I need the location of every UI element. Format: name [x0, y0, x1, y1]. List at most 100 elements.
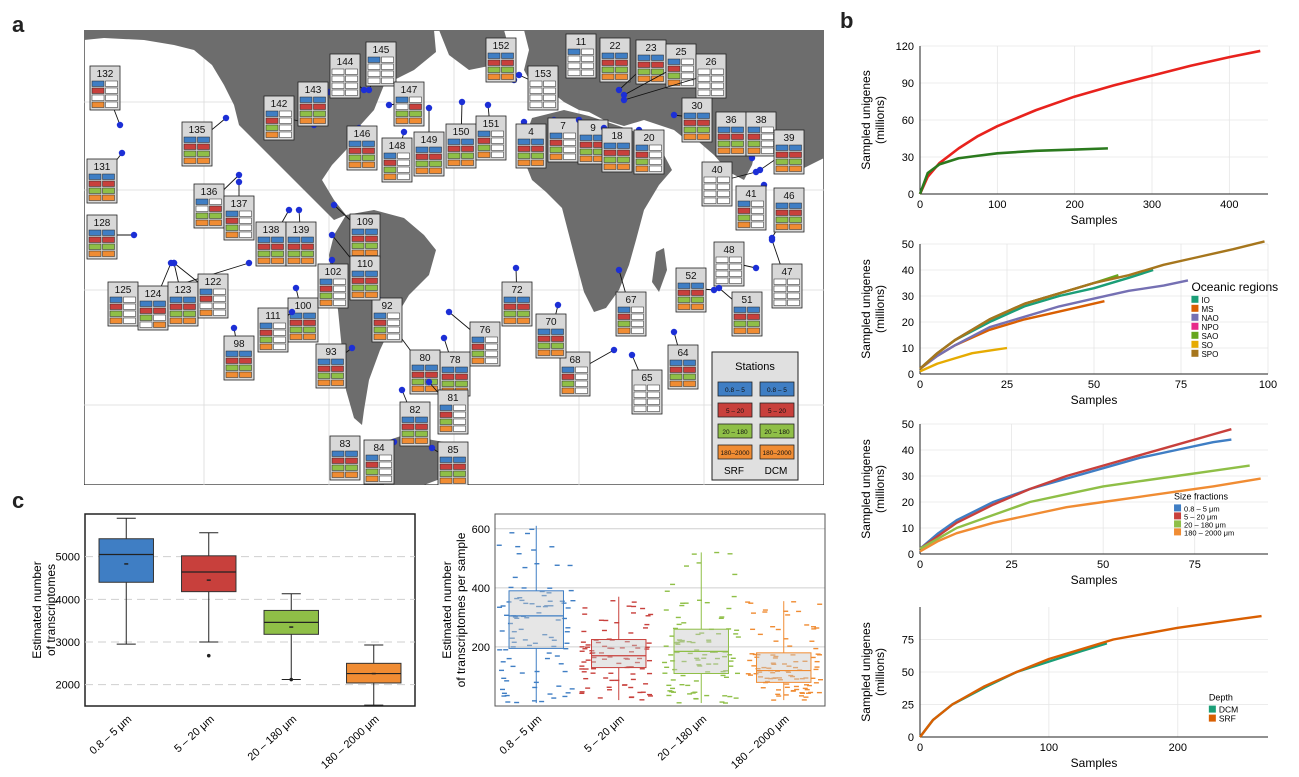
- legend-swatch-3-0: [717, 444, 753, 460]
- station-dot: [288, 308, 296, 316]
- y-tick-label: 40: [902, 265, 914, 277]
- station-label: 72: [511, 285, 523, 296]
- legend-swatch-0-0: [717, 381, 753, 397]
- stations-legend: Stations 0.8 – 5 0.8 – 5 5 – 20 5 – 20 20 – …: [711, 351, 799, 481]
- legend-swatch-label: 20 – 180: [722, 429, 748, 436]
- station-65: 65: [628, 351, 663, 415]
- x-tick-label: 100: [1040, 742, 1058, 754]
- legend-title: Size fractions: [1174, 491, 1229, 501]
- series-line-2: [919, 279, 1189, 370]
- station-dot: [610, 346, 618, 354]
- box-body: [98, 538, 154, 583]
- station-label: 153: [535, 69, 552, 80]
- station-label: 41: [745, 189, 757, 200]
- station-markers: 132 131 128 125 124 123 122 135 136 137 138 139 142 1…: [86, 33, 805, 485]
- station-label: 142: [271, 99, 288, 110]
- station-143: 143: [297, 81, 333, 127]
- legend-swatch: [1191, 349, 1199, 357]
- station-label: 139: [293, 225, 310, 236]
- panel-label-a: a: [12, 12, 25, 37]
- station-111: 111: [257, 307, 296, 353]
- series-line-6: [919, 240, 1265, 370]
- station-label: 83: [339, 439, 351, 450]
- station-92: 92: [371, 296, 403, 343]
- station-36: 36: [715, 111, 748, 157]
- x-axis-label: Samples: [1071, 756, 1118, 770]
- station-label: 76: [479, 325, 491, 336]
- station-label: 23: [645, 43, 657, 54]
- station-109: 109: [330, 201, 381, 259]
- station-label: 22: [609, 41, 621, 52]
- station-label: 98: [233, 339, 245, 350]
- box-1: [579, 596, 654, 701]
- station-76: 76: [445, 308, 501, 367]
- legend-swatch: [1208, 705, 1216, 713]
- station-dot: [715, 284, 723, 292]
- y-tick-label: 60: [902, 115, 914, 127]
- legend-entry: SRF: [1219, 714, 1236, 724]
- station-dot: [710, 286, 718, 294]
- y-tick-label: 4000: [56, 594, 80, 606]
- station-149: 149: [413, 104, 445, 177]
- station-135: 135: [181, 114, 230, 167]
- x-tick-label: 180 – 2000 μm: [319, 713, 382, 771]
- x-tick-label: 0: [917, 199, 923, 211]
- y-tick-label: 10: [902, 523, 914, 535]
- station-dot: [230, 324, 238, 332]
- station-dot: [428, 444, 436, 452]
- legend-title: Oceanic regions: [1191, 280, 1278, 294]
- station-78: 78: [439, 334, 471, 397]
- legend-swatch-2-1: [759, 423, 795, 439]
- station-dot: [118, 149, 126, 157]
- station-dot: [116, 121, 124, 129]
- station-dot: [245, 259, 253, 267]
- station-85: 85: [428, 441, 469, 485]
- station-label: 48: [723, 245, 735, 256]
- y-tick-label: 30: [902, 471, 914, 483]
- y-axis-label: Sampled unigenes(millions): [859, 622, 887, 721]
- y-tick-label: 25: [902, 700, 914, 712]
- legend-entry: 5 – 20 μm: [1184, 512, 1218, 521]
- station-22: 22: [599, 37, 631, 83]
- station-83: 83: [329, 435, 361, 481]
- y-axis-label: Sampled unigenes(millions): [859, 259, 887, 358]
- x-tick-label: 0.8 – 5 μm: [87, 713, 134, 757]
- panel-label-b: b: [840, 8, 854, 33]
- station-label: 109: [357, 217, 374, 228]
- legend-swatch: [1191, 331, 1199, 339]
- box-2: [263, 593, 319, 682]
- madagascar: [652, 248, 667, 292]
- station-dot: [330, 201, 338, 209]
- station-30: 30: [670, 97, 713, 143]
- station-label: 85: [447, 445, 459, 456]
- legend-entry: NAO: [1201, 314, 1218, 323]
- station-dot: [235, 171, 243, 179]
- station-dot: [620, 91, 628, 99]
- station-dot: [554, 301, 562, 309]
- station-dot: [222, 114, 230, 122]
- station-label: 128: [94, 218, 111, 229]
- legend-swatch-1-0: [717, 402, 753, 418]
- station-label: 9: [590, 123, 596, 134]
- x-tick-label: 200: [1169, 742, 1187, 754]
- station-label: 92: [381, 301, 393, 312]
- series-line-3: [919, 477, 1261, 553]
- legend-entry: SAO: [1201, 332, 1218, 341]
- station-label: 38: [755, 115, 767, 126]
- station-label: 147: [401, 85, 418, 96]
- station-64: 64: [667, 328, 699, 390]
- box-body: [591, 639, 647, 669]
- station-label: 138: [263, 225, 280, 236]
- station-dot: [365, 86, 373, 94]
- legend-col-srf: SRF: [724, 466, 744, 477]
- station-dot: [768, 236, 776, 244]
- panel-label-c: c: [12, 488, 25, 513]
- station-124: 124: [137, 259, 175, 331]
- x-tick-label: 100: [988, 199, 1006, 211]
- station-dot: [515, 71, 523, 79]
- station-68: 68: [559, 346, 618, 397]
- station-20: 20: [633, 126, 665, 175]
- box-body: [181, 555, 237, 593]
- station-153: 153: [515, 65, 559, 111]
- series-line-1: [919, 614, 1262, 738]
